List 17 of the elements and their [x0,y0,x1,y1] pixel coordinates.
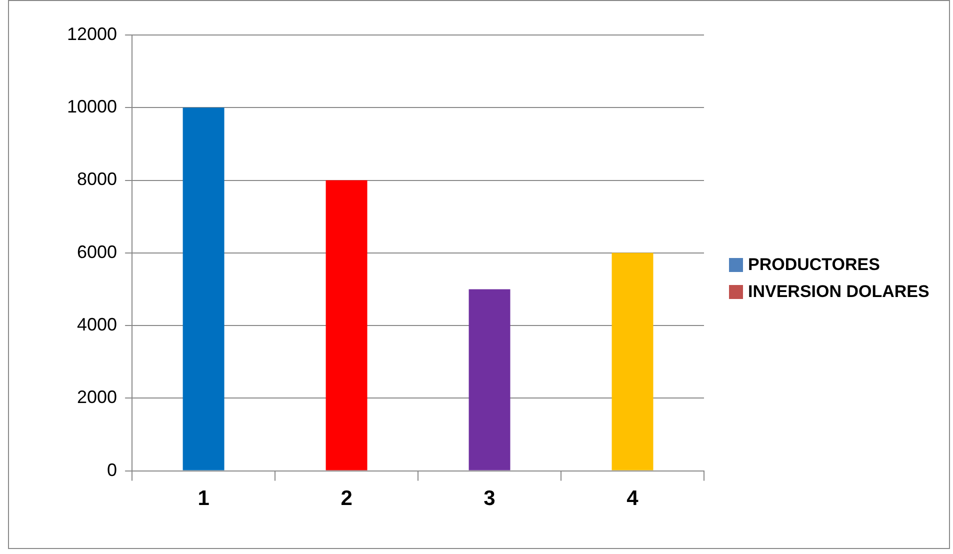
x-tick-label: 4 [626,487,639,510]
bar [468,289,510,470]
text: PRODUCTORES [748,254,880,274]
x-tick-label: 3 [484,487,496,510]
y-tick-label: 0 [107,460,118,480]
bar [326,180,368,470]
x-tick-label: 2 [340,487,352,510]
y-tick-label: 8000 [77,169,118,190]
bar [182,108,224,470]
legend-label: INVERSION DOLARES [748,282,930,302]
y-tick-label: 10000 [66,96,118,117]
y-tick-label: 2000 [77,387,118,408]
y-tick-label: 4000 [77,314,118,334]
y-tick-label: 12000 [66,24,118,44]
y-tick-label: 6000 [77,242,118,262]
bar [612,252,654,470]
x-tick-label: 1 [198,487,210,510]
